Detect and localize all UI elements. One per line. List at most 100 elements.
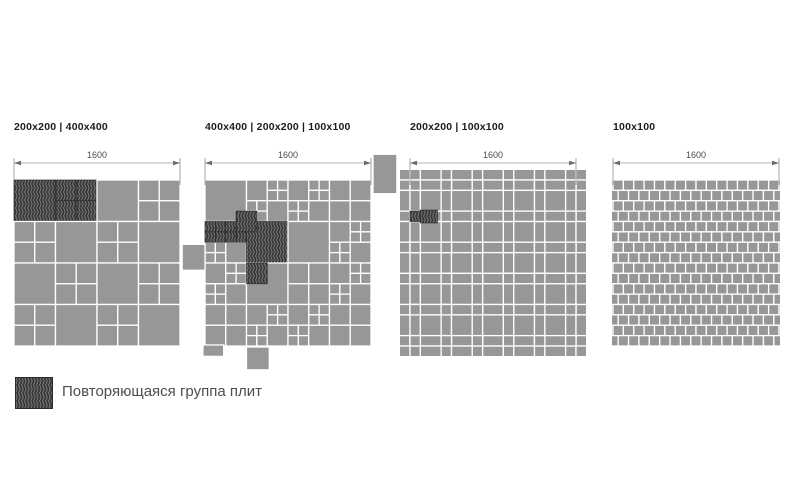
tile	[566, 398, 576, 408]
tile	[481, 241, 505, 254]
tile	[679, 231, 692, 243]
tile	[410, 367, 420, 377]
tile	[276, 303, 289, 316]
tile	[564, 189, 577, 212]
tile	[266, 314, 279, 326]
tile	[575, 179, 586, 192]
tile	[684, 220, 697, 233]
tile	[513, 314, 536, 337]
tile	[483, 398, 504, 408]
tile	[597, 242, 607, 252]
tile	[653, 283, 666, 295]
dimension-arrow-right	[364, 160, 371, 166]
tile	[597, 336, 607, 346]
tile	[747, 324, 759, 337]
pattern-group-3	[379, 170, 638, 408]
tile	[695, 241, 708, 254]
tile	[575, 189, 586, 212]
tile	[653, 179, 666, 192]
tile	[612, 283, 614, 295]
tile	[420, 377, 441, 398]
tile	[669, 210, 682, 223]
tile	[710, 334, 723, 347]
tile	[597, 273, 607, 283]
tile	[597, 336, 607, 346]
tile	[513, 303, 536, 316]
tile	[664, 324, 676, 337]
tile	[328, 303, 351, 326]
tile	[297, 210, 310, 223]
tile	[204, 262, 227, 285]
tile	[513, 220, 536, 243]
tile	[349, 200, 372, 223]
tile	[158, 200, 181, 223]
tile	[752, 231, 765, 243]
tile	[612, 179, 625, 192]
tile	[564, 334, 577, 347]
tile	[762, 334, 775, 347]
tile	[627, 231, 640, 243]
tile	[778, 303, 780, 316]
tile	[674, 200, 687, 212]
tile	[576, 398, 597, 408]
tile	[452, 398, 473, 408]
tile	[674, 324, 687, 337]
tile	[669, 314, 682, 326]
tile	[690, 293, 702, 306]
pattern-2-tiles	[181, 153, 398, 371]
tile	[349, 231, 362, 243]
tile	[690, 189, 702, 202]
tile	[612, 324, 625, 337]
tile	[245, 303, 268, 326]
tile	[483, 377, 504, 398]
tile	[287, 210, 300, 223]
tile	[419, 170, 442, 181]
tile	[679, 314, 692, 326]
tile	[137, 262, 160, 285]
tile	[266, 189, 279, 202]
tile	[481, 314, 505, 337]
tile	[628, 346, 638, 367]
tile	[513, 334, 536, 347]
tile	[544, 210, 567, 223]
tile	[379, 305, 389, 315]
tile	[690, 210, 702, 223]
tile	[420, 398, 441, 408]
tile	[710, 210, 723, 223]
tile	[726, 179, 739, 192]
tile	[700, 334, 713, 347]
tile	[627, 210, 640, 223]
tile	[597, 336, 607, 346]
tile	[440, 303, 453, 316]
dimension-label-1: 1600	[86, 150, 108, 160]
tile	[669, 251, 682, 264]
tile	[612, 231, 619, 243]
tile	[513, 170, 536, 181]
tile	[566, 398, 576, 408]
tile	[450, 251, 473, 275]
tile	[575, 314, 586, 337]
pattern-title-2: 400x400 | 200x200 | 100x100	[205, 121, 351, 133]
tile	[721, 293, 733, 306]
tile	[597, 211, 607, 221]
tile	[308, 200, 331, 223]
tile	[287, 324, 300, 337]
tile	[502, 210, 515, 223]
tile	[419, 251, 442, 275]
pattern-title-3: 200x200 | 100x100	[410, 121, 504, 133]
tile	[359, 272, 372, 285]
tile	[597, 232, 607, 242]
tile	[612, 241, 614, 254]
tile	[762, 293, 775, 306]
tile	[638, 210, 650, 223]
tile	[256, 324, 268, 337]
tile	[545, 377, 566, 398]
tile	[633, 283, 645, 295]
tile	[502, 334, 515, 347]
overhang-tile	[245, 346, 270, 371]
tile	[533, 334, 546, 347]
tile	[409, 303, 422, 316]
tile	[684, 241, 697, 254]
tile	[575, 283, 586, 306]
